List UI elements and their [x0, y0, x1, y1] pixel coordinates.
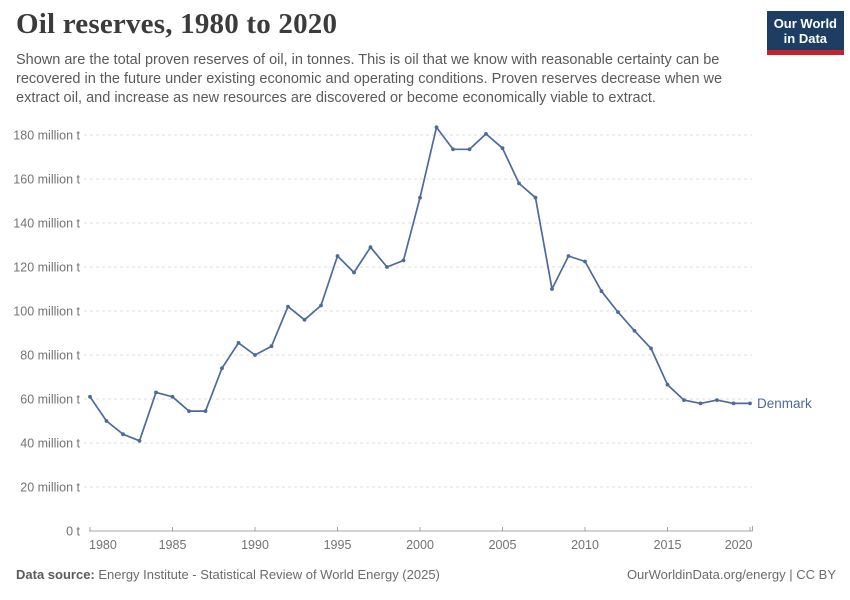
data-point[interactable]	[731, 401, 736, 406]
y-axis-tick-label: 140 million t	[13, 217, 80, 231]
data-point[interactable]	[484, 132, 488, 136]
data-point[interactable]	[665, 382, 670, 387]
x-axis-tick-label: 2020	[725, 538, 753, 552]
chart-subtitle: Shown are the total proven reserves of o…	[16, 52, 723, 106]
data-point[interactable]	[121, 432, 125, 437]
x-axis-tick-label: 2005	[489, 538, 517, 552]
y-axis-tick-label: 80 million t	[20, 349, 80, 363]
y-axis-tick-label: 180 million t	[13, 129, 80, 143]
x-axis-tick-label: 1985	[159, 538, 187, 552]
x-axis-tick-label: 2000	[406, 538, 434, 552]
data-point[interactable]	[533, 195, 538, 200]
y-axis-tick-label: 40 million t	[20, 437, 80, 451]
y-axis-tick-label: 0 t	[66, 525, 80, 539]
data-point[interactable]	[599, 289, 604, 294]
data-point[interactable]	[220, 366, 224, 371]
data-point[interactable]	[682, 398, 686, 402]
data-point[interactable]	[137, 438, 142, 443]
data-point[interactable]	[104, 419, 109, 423]
x-axis-tick-label: 1995	[324, 538, 352, 552]
data-source-label: Data source:	[16, 567, 95, 582]
owid-logo-line2: in Data	[783, 31, 828, 46]
y-axis-tick-label: 160 million t	[13, 173, 80, 187]
data-point[interactable]	[352, 270, 356, 275]
data-point[interactable]	[286, 304, 290, 309]
data-point[interactable]	[154, 390, 158, 395]
data-point[interactable]	[434, 125, 439, 130]
x-axis-tick-label: 1990	[241, 538, 269, 552]
y-axis-tick-label: 20 million t	[20, 481, 80, 495]
page-title: Oil reserves, 1980 to 2020	[16, 8, 338, 40]
data-point[interactable]	[632, 328, 637, 333]
data-point[interactable]	[368, 245, 373, 250]
chart-footer: Data source: Energy Institute - Statisti…	[16, 567, 836, 582]
data-point[interactable]	[715, 398, 719, 402]
data-point[interactable]	[401, 258, 406, 263]
y-axis-tick-label: 100 million t	[13, 305, 80, 319]
y-axis-tick-label: 120 million t	[13, 261, 80, 275]
data-point[interactable]	[385, 265, 389, 269]
data-point[interactable]	[236, 341, 241, 345]
data-point[interactable]	[550, 287, 554, 291]
x-axis-tick-label: 2015	[654, 538, 682, 552]
data-point[interactable]	[88, 394, 92, 399]
credit-link[interactable]: OurWorldinData.org/energy | CC BY	[626, 567, 836, 582]
data-point[interactable]	[418, 195, 422, 200]
data-point[interactable]	[500, 146, 505, 151]
data-point[interactable]	[170, 394, 175, 399]
data-point[interactable]	[517, 181, 521, 186]
data-point[interactable]	[451, 147, 455, 152]
owid-logo[interactable]: Our World in Data	[766, 11, 844, 55]
data-line-denmark[interactable]	[89, 126, 750, 442]
series-end-label[interactable]: Denmark	[757, 396, 812, 411]
data-point[interactable]	[302, 317, 307, 322]
data-point[interactable]	[649, 346, 653, 351]
data-point[interactable]	[698, 401, 703, 406]
data-point[interactable]	[269, 344, 274, 349]
owid-logo-line1: Our World	[773, 16, 837, 31]
data-point[interactable]	[748, 401, 752, 406]
data-point[interactable]	[616, 310, 620, 314]
data-point[interactable]	[319, 303, 323, 308]
data-point[interactable]	[583, 259, 587, 264]
data-point[interactable]	[187, 409, 191, 413]
y-axis-tick-label: 60 million t	[20, 393, 80, 407]
data-point[interactable]	[566, 254, 571, 258]
data-point[interactable]	[335, 254, 340, 258]
data-point[interactable]	[253, 353, 257, 357]
data-source: Data source: Energy Institute - Statisti…	[16, 567, 440, 582]
x-axis-tick-label: 1980	[89, 538, 117, 552]
data-source-text: Energy Institute - Statistical Review of…	[94, 567, 440, 582]
data-point[interactable]	[203, 409, 208, 413]
data-point[interactable]	[467, 147, 472, 152]
x-axis-tick-label: 2010	[571, 538, 599, 552]
